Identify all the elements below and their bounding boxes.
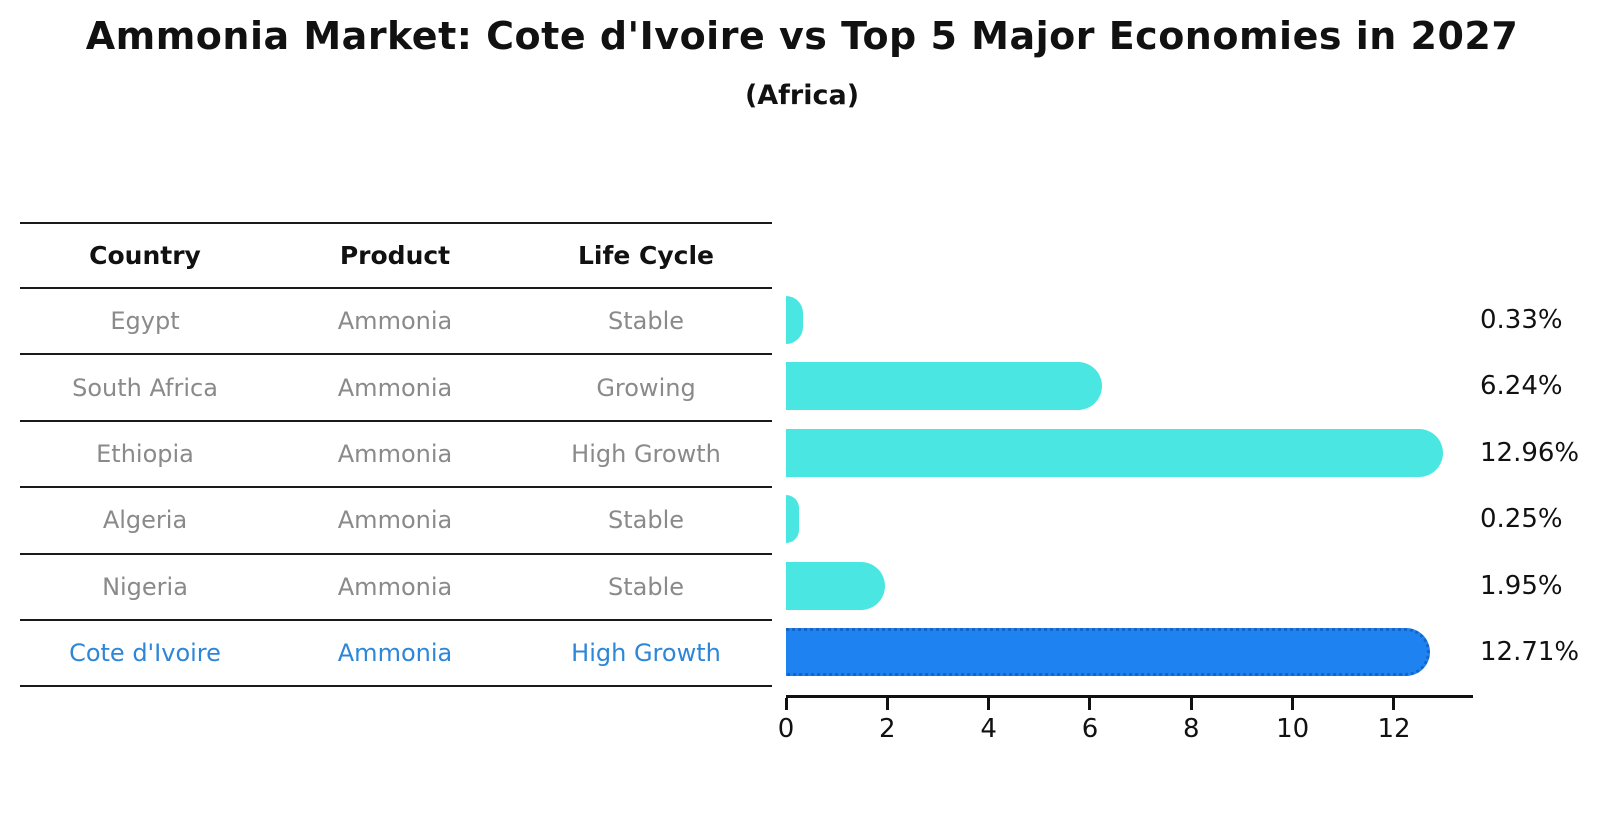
table-row: Algeria Ammonia Stable: [20, 488, 772, 555]
tick-mark: [1189, 698, 1193, 710]
x-axis-line: [786, 695, 1473, 698]
table-row: Egypt Ammonia Stable: [20, 289, 772, 356]
cell-country: Nigeria: [102, 572, 188, 601]
value-label: 12.96%: [1480, 437, 1580, 468]
bar-ethiopia: [786, 428, 1443, 477]
cell-country: Egypt: [110, 307, 180, 336]
chart-subtitle: (Africa): [744, 80, 860, 111]
value-label: 0.25%: [1480, 504, 1563, 535]
bar-south-africa: [786, 362, 1103, 411]
table-row: South Africa Ammonia Growing: [20, 355, 772, 422]
table-row: Ethiopia Ammonia High Growth: [20, 422, 772, 489]
value-label: 0.33%: [1480, 305, 1563, 335]
chart-title: Ammonia Market: Cote d'Ivoire vs Top 5 M…: [85, 14, 1519, 58]
cell-product: Ammonia: [337, 439, 453, 468]
cell-product: Ammonia: [337, 506, 453, 535]
tick-label: 4: [980, 714, 997, 744]
cell-life-cycle: High Growth: [571, 439, 721, 468]
tick-mark: [1392, 698, 1396, 710]
bar-egypt: [786, 296, 803, 344]
tick-label: 2: [879, 714, 896, 744]
bar-row: [786, 553, 1470, 619]
bar-row: [786, 619, 1470, 685]
cell-country: Ethiopia: [96, 439, 194, 468]
cell-life-cycle: High Growth: [571, 639, 721, 668]
bar-row: [786, 486, 1470, 552]
cell-country: South Africa: [72, 373, 218, 402]
bar-algeria: [786, 495, 799, 544]
col-header-life-cycle: Life Cycle: [577, 241, 715, 270]
table-row-highlight: Cote d'Ivoire Ammonia High Growth: [20, 621, 772, 688]
cell-life-cycle: Growing: [596, 373, 696, 402]
cell-life-cycle: Stable: [607, 572, 685, 601]
col-header-country: Country: [89, 241, 201, 270]
tick-mark: [784, 698, 788, 710]
cell-country: Algeria: [102, 506, 188, 535]
tick-mark: [1291, 698, 1295, 710]
tick-mark: [1088, 698, 1092, 710]
cell-life-cycle: Stable: [607, 307, 685, 336]
bar-row: [786, 420, 1470, 486]
tick-label: 12: [1377, 714, 1411, 744]
value-label: 1.95%: [1480, 570, 1563, 601]
cell-country: Cote d'Ivoire: [69, 639, 221, 668]
cell-product: Ammonia: [337, 572, 453, 601]
bar-row: [786, 353, 1470, 419]
bar-cote-divoire: [786, 628, 1430, 676]
cell-product: Ammonia: [337, 373, 453, 402]
cell-product: Ammonia: [337, 307, 453, 336]
cell-product: Ammonia: [337, 639, 453, 668]
tick-label: 0: [777, 714, 795, 744]
cell-life-cycle: Stable: [607, 506, 685, 535]
x-axis-ticks: 0 2 4 6 8 10 12: [778, 698, 1470, 758]
value-label: 12.71%: [1480, 637, 1580, 667]
country-table: Country Product Life Cycle Egypt Ammonia…: [20, 222, 772, 688]
tick-label: 8: [1183, 714, 1200, 744]
tick-mark: [987, 698, 991, 710]
value-label-column: 0.33% 6.24% 12.96% 0.25% 1.95% 12.71%: [1480, 287, 1600, 697]
tick-label: 6: [1081, 714, 1099, 744]
value-label: 6.24%: [1480, 371, 1563, 402]
col-header-product: Product: [339, 241, 451, 270]
table-row: Nigeria Ammonia Stable: [20, 555, 772, 621]
bar-nigeria: [786, 561, 885, 610]
tick-label: 10: [1276, 714, 1310, 744]
bar-plot-area: [786, 287, 1470, 697]
table-header-row: Country Product Life Cycle: [20, 224, 772, 289]
tick-mark: [885, 698, 889, 710]
bar-row: [786, 287, 1470, 353]
